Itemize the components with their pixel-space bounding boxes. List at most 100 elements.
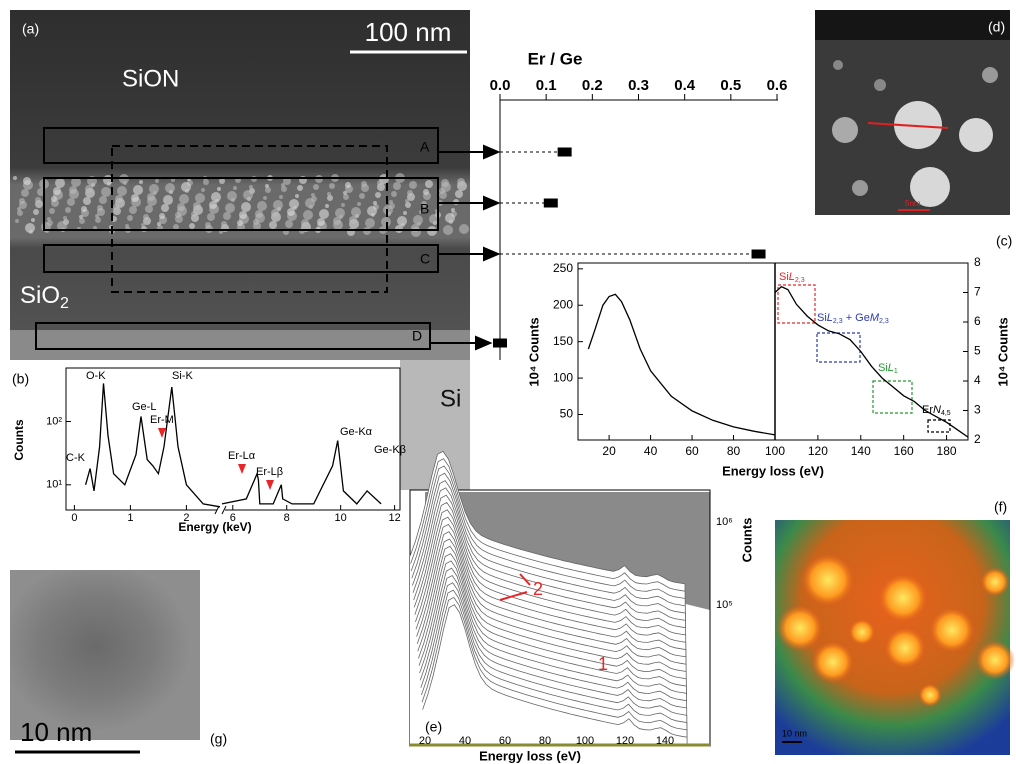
peak-label: Ge-Kβ (374, 444, 406, 456)
nanocrystal (67, 198, 75, 206)
layer-label: Si (440, 385, 461, 412)
nanocrystal (425, 180, 433, 188)
nanocrystal (227, 191, 237, 201)
nanocrystal (279, 195, 283, 199)
nanocrystal (295, 194, 299, 198)
y-tick-label: 4 (974, 373, 981, 387)
nanocrystal (375, 192, 381, 198)
x-tick-label: 60 (685, 444, 699, 458)
label-part: 1 (894, 368, 898, 375)
nanocrystal (405, 202, 411, 208)
nanocrystal (343, 194, 349, 200)
dot (493, 339, 507, 348)
nanocrystal (165, 183, 175, 193)
nanocrystal (155, 179, 159, 183)
edge-label: SiL2,3 + GeM2,3 (817, 312, 889, 325)
y-tick-label: 2 (974, 432, 981, 446)
nanocrystal (225, 203, 235, 213)
tick-label: 20 (419, 735, 431, 747)
nanocrystal (133, 185, 143, 195)
x-axis-label: Energy loss (eV) (722, 463, 824, 478)
nanocrystal (177, 203, 185, 211)
scale-label: 5nm (905, 199, 921, 208)
nanocrystal (317, 218, 325, 226)
nanocrystal (201, 188, 205, 192)
y-axis-label: 10⁴ Counts (995, 317, 1010, 386)
marker: 2 (533, 579, 543, 599)
nanocrystal (319, 209, 329, 219)
dot (752, 250, 766, 259)
nanocrystal (237, 220, 243, 226)
nanocrystal (257, 201, 267, 211)
nanocrystal (31, 218, 35, 222)
nanocrystal (457, 178, 465, 186)
nanocrystal (365, 218, 375, 228)
nanocrystal (263, 196, 267, 200)
haadf-image (815, 10, 1010, 40)
panel-label: (a) (22, 21, 39, 37)
y-tick-label: 50 (560, 407, 574, 421)
nanocrystal (335, 208, 345, 218)
nanocrystal (49, 208, 55, 214)
nanocrystal (405, 199, 409, 203)
nanocrystal (327, 192, 331, 196)
y-axis-label: Counts (12, 419, 26, 461)
x-tick-label: 6 (230, 512, 236, 524)
peak-label: Ge-Kα (340, 426, 373, 438)
nanocrystal (21, 189, 29, 197)
nanocrystal (33, 209, 39, 215)
region-label: D (412, 328, 422, 344)
nanocrystal (129, 206, 137, 214)
nanocrystal (53, 187, 61, 195)
label-part: + Ge (843, 312, 870, 324)
x-tick-label: 0.5 (720, 77, 741, 94)
nanocrystal (253, 219, 259, 225)
x-tick-label: 140 (851, 444, 871, 458)
nanocrystal (423, 189, 429, 195)
nanocrystal (389, 200, 393, 204)
nanocrystal (19, 198, 25, 204)
y-tick-label: 6 (974, 314, 981, 328)
x-tick-label: 10 (335, 512, 347, 524)
scale-label: 100 nm (365, 17, 452, 47)
nanocrystal (211, 192, 221, 202)
label-part: 4,5 (941, 410, 951, 417)
nanocrystal (125, 224, 129, 228)
nanocrystal (391, 191, 397, 197)
nanocrystal (273, 200, 283, 210)
nanocrystal (23, 177, 31, 185)
nanocrystal (147, 193, 155, 201)
nanocrystal (97, 205, 103, 211)
nanocrystal (313, 184, 319, 190)
nanocrystal (47, 217, 51, 221)
nanocrystal (345, 182, 351, 188)
nanocrystal (193, 202, 201, 210)
nanocrystal (191, 211, 197, 217)
nanocrystal (349, 216, 357, 224)
y-tick-label: 250 (553, 261, 573, 275)
nanocrystal (115, 195, 123, 203)
nanocrystal (65, 207, 71, 213)
peak-label: Er-M (150, 414, 174, 426)
nanocrystal (459, 224, 469, 234)
nanocrystal (221, 221, 227, 227)
peak-label: C-K (66, 452, 86, 464)
label-part: Si (878, 362, 888, 374)
nanocrystal (367, 206, 377, 216)
panel-label: (c) (996, 233, 1012, 249)
nanocrystal (163, 195, 173, 205)
nanocrystal (241, 202, 251, 212)
nanocrystal (205, 222, 211, 228)
nanocrystal (361, 181, 367, 187)
region-label: C (420, 251, 430, 267)
nanocrystal (239, 211, 247, 219)
nanocrystal (113, 204, 119, 210)
panel-label: (d) (988, 19, 1005, 35)
x-tick-label: 2 (183, 512, 189, 524)
label-part: Si (779, 271, 789, 283)
nanocrystal (455, 190, 463, 198)
panel-label: (b) (12, 371, 29, 387)
tick-label: 120 (616, 735, 634, 747)
tick-label: 60 (499, 735, 511, 747)
peak-label: Ge-L (132, 401, 156, 413)
